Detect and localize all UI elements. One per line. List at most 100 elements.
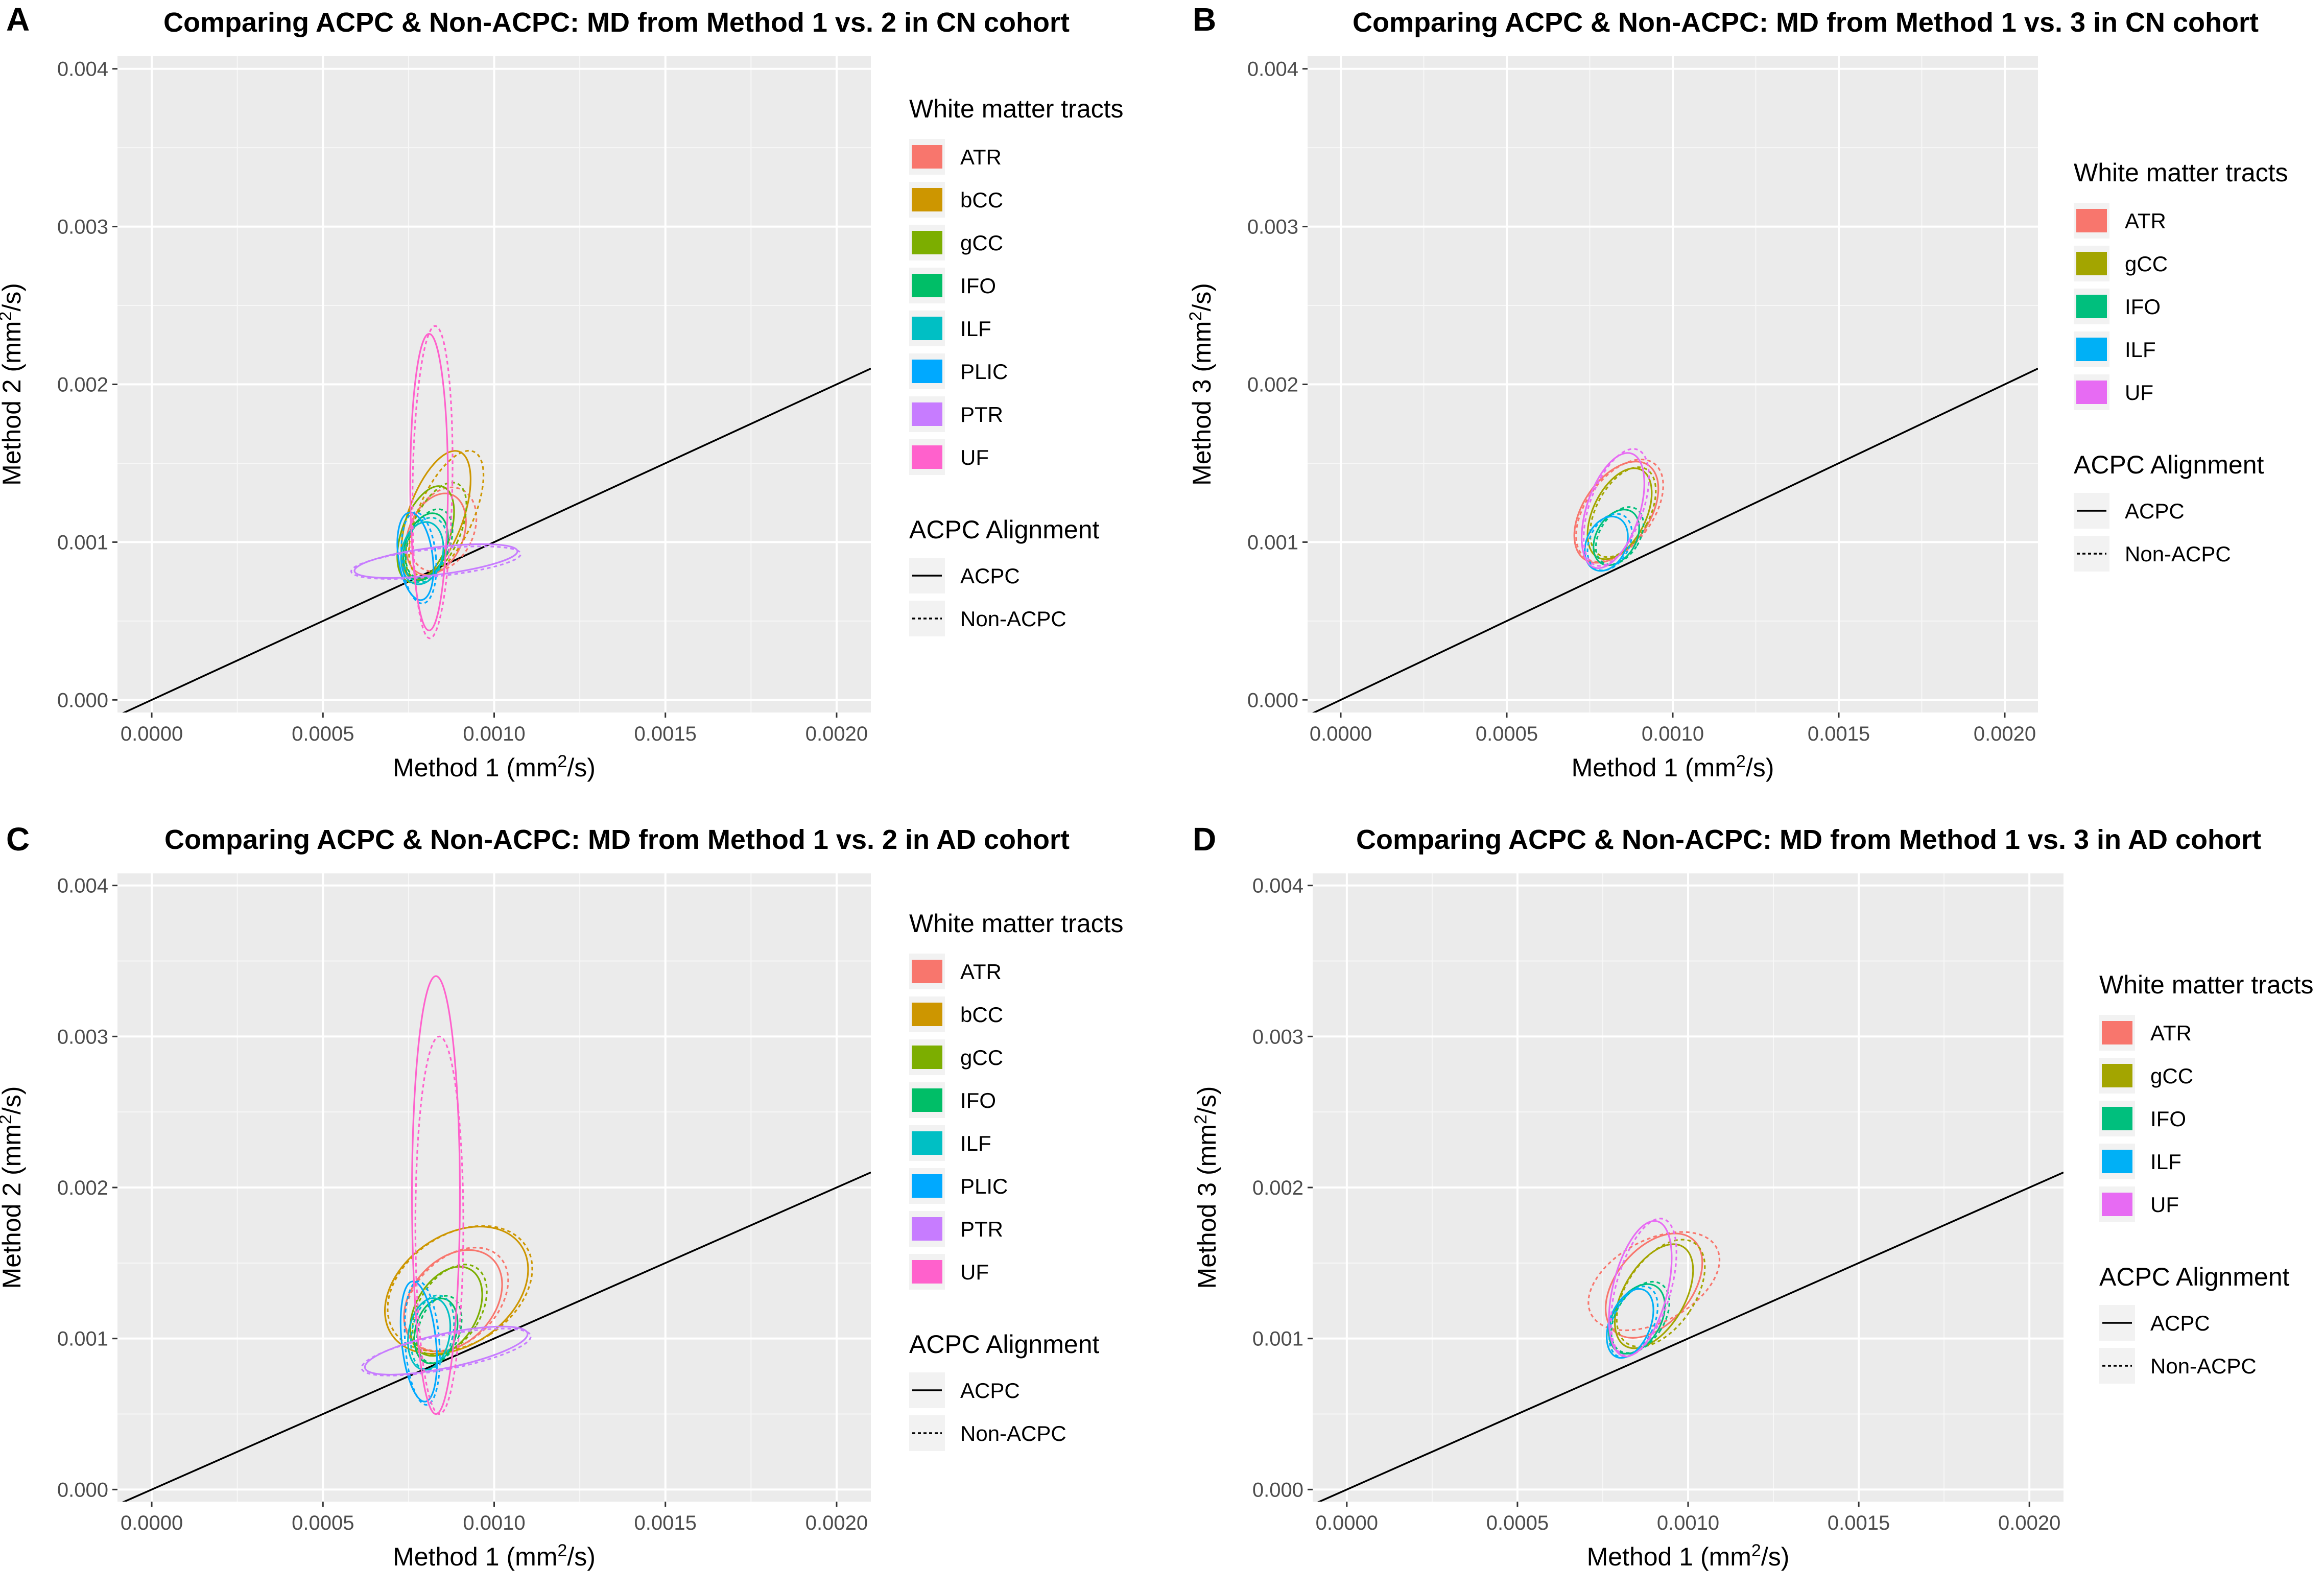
ellipse-uf-acpc — [1581, 452, 1645, 569]
legend-tracts: White matter tracts ATR bCC gCC IFO ILF PLIC PT… — [909, 909, 1124, 1290]
axis-label-text: Method 1 (mm — [393, 753, 557, 782]
legend-label-uf: UF — [2150, 1193, 2179, 1217]
legend-tracts: White matter tracts ATR gCC IFO ILF UF — [2099, 970, 2314, 1222]
ellipse-atr-non-acpc — [1587, 1231, 1721, 1332]
legend-label-atr: ATR — [960, 960, 1002, 984]
legend-swatch-ilf — [2076, 338, 2107, 361]
legend-label-uf: UF — [960, 445, 989, 469]
y-tick-label: 0.004 — [1252, 875, 1303, 897]
identity-line — [122, 1171, 871, 1502]
legend-label-ptr: PTR — [960, 402, 1003, 426]
ellipse-bcc-non-acpc — [408, 449, 485, 578]
ellipse-ilf-acpc — [1584, 515, 1629, 572]
axis-label-unit: /s) — [1746, 753, 1774, 782]
y-tick-label: 0.003 — [1252, 1026, 1303, 1048]
legend-label-non-acpc: Non-ACPC — [960, 607, 1066, 631]
ellipse-bcc-non-acpc — [387, 1225, 533, 1352]
x-tick-label: 0.0000 — [1310, 723, 1372, 745]
legend-swatch-ilf — [912, 1131, 942, 1155]
ellipse-uf-non-acpc — [1610, 1218, 1677, 1357]
axis-label-unit: /s) — [1193, 1086, 1221, 1115]
legend-swatch-gcc — [2102, 1064, 2132, 1087]
legend-title: White matter tracts — [2074, 158, 2288, 187]
ellipse-uf-non-acpc — [414, 1035, 464, 1415]
legend-label-ptr: PTR — [960, 1217, 1003, 1241]
x-tick-label: 0.0020 — [805, 1512, 868, 1534]
chart-title: Comparing ACPC & Non-ACPC: MD from Metho… — [163, 7, 1070, 38]
legend-swatch-atr — [912, 960, 942, 983]
legend-swatch-ifo — [2102, 1107, 2132, 1130]
legend-label-acpc: ACPC — [960, 564, 1020, 588]
legend-label-non-acpc: Non-ACPC — [2125, 542, 2231, 566]
legend-label-bcc: bCC — [960, 1003, 1003, 1027]
axis-label-text: Method 3 (mm — [1193, 1124, 1221, 1289]
ellipse-ifo-acpc — [1593, 509, 1640, 566]
data-layer — [1317, 1171, 2064, 1502]
axis-label-text: Method 3 (mm — [1188, 321, 1216, 486]
y-tick-label: 0.003 — [1247, 216, 1298, 239]
x-tick-label: 0.0000 — [121, 1512, 183, 1534]
x-tick-label: 0.0015 — [1808, 723, 1870, 745]
ellipse-plic-acpc — [399, 1280, 438, 1403]
legend-title: ACPC Alignment — [2099, 1263, 2289, 1291]
ellipse-gcc-non-acpc — [1589, 466, 1657, 558]
y-tick-label: 0.004 — [57, 875, 108, 897]
legend-swatch-ifo — [912, 274, 942, 297]
ellipse-ptr-non-acpc — [361, 1327, 532, 1376]
x-tick-label: 0.0005 — [292, 723, 354, 745]
axis-label-unit: /s) — [567, 753, 596, 782]
x-tick-label: 0.0005 — [292, 1512, 354, 1534]
ellipse-ptr-non-acpc — [350, 545, 522, 580]
legend-label-gcc: gCC — [2125, 252, 2168, 276]
y-tick-label: 0.004 — [1247, 58, 1298, 81]
ellipse-ptr-acpc — [364, 1325, 529, 1376]
legend-label-plic: PLIC — [960, 1174, 1008, 1198]
legend-alignment: ACPC Alignment ACPC Non-ACPC — [2074, 450, 2264, 572]
y-tick-label: 0.004 — [57, 58, 108, 81]
legend-tracts: White matter tracts ATR bCC gCC IFO ILF PLIC PT… — [909, 94, 1124, 475]
legend-title: White matter tracts — [909, 94, 1124, 123]
y-tick-label: 0.002 — [57, 1177, 108, 1199]
y-tick-label: 0.001 — [1252, 1328, 1303, 1350]
legend-label-acpc: ACPC — [2125, 499, 2185, 523]
y-axis-label: Method 2 (mm2/s) — [0, 283, 26, 486]
axis-label-text: Method 1 (mm — [1587, 1542, 1751, 1571]
axis-label-superscript: 2 — [1191, 1114, 1211, 1124]
legend-swatch-ptr — [912, 402, 942, 426]
axis-label-text: Method 2 (mm — [0, 321, 26, 486]
axis-label-superscript: 2 — [0, 1114, 15, 1124]
x-tick-label: 0.0015 — [634, 723, 697, 745]
x-tick-label: 0.0010 — [1642, 723, 1704, 745]
grid — [1313, 873, 2064, 1502]
data-layer — [122, 975, 871, 1502]
axis-label-text: Method 1 (mm — [1572, 753, 1736, 782]
chart-panel-b: B Comparing ACPC & Non-ACPC: MD from Meth… — [1186, 1, 2288, 782]
axis-label-unit: /s) — [567, 1542, 596, 1571]
chart-panel-c: C Comparing ACPC & Non-ACPC: MD from Meth… — [0, 821, 1124, 1571]
ellipse-uf-non-acpc — [411, 325, 454, 639]
ellipse-gcc-acpc — [409, 1266, 483, 1357]
legend-label-ilf: ILF — [2125, 338, 2156, 362]
axis-label-text: Method 1 (mm — [393, 1542, 557, 1571]
legend-swatch-atr — [912, 145, 942, 169]
grid — [1308, 56, 2038, 713]
ellipse-gcc-non-acpc — [411, 1264, 488, 1356]
y-tick-label: 0.001 — [57, 1328, 108, 1350]
y-tick-label: 0.001 — [57, 531, 108, 554]
y-axis-label: Method 2 (mm2/s) — [0, 1086, 26, 1289]
legend-label-ifo: IFO — [960, 1088, 996, 1112]
legend-swatch-plic — [912, 360, 942, 383]
ellipse-uf-acpc — [409, 333, 449, 631]
axis-label-text: Method 2 (mm — [0, 1124, 26, 1289]
x-tick-label: 0.0000 — [121, 723, 183, 745]
ellipse-ifo-non-acpc — [1595, 506, 1645, 565]
legend-label-ilf: ILF — [960, 317, 991, 341]
axis-label-unit: /s) — [0, 1086, 26, 1115]
legend-alignment: ACPC Alignment ACPC Non-ACPC — [909, 1330, 1099, 1451]
axis-label-superscript: 2 — [557, 1541, 567, 1560]
legend-label-ifo: IFO — [2125, 295, 2161, 319]
chart-panel-a: A Comparing ACPC & Non-ACPC: MD from Meth… — [0, 1, 1124, 782]
legend-label-acpc: ACPC — [960, 1379, 1020, 1403]
chart-panel-d: D Comparing ACPC & Non-ACPC: MD from Meth… — [1191, 821, 2314, 1571]
